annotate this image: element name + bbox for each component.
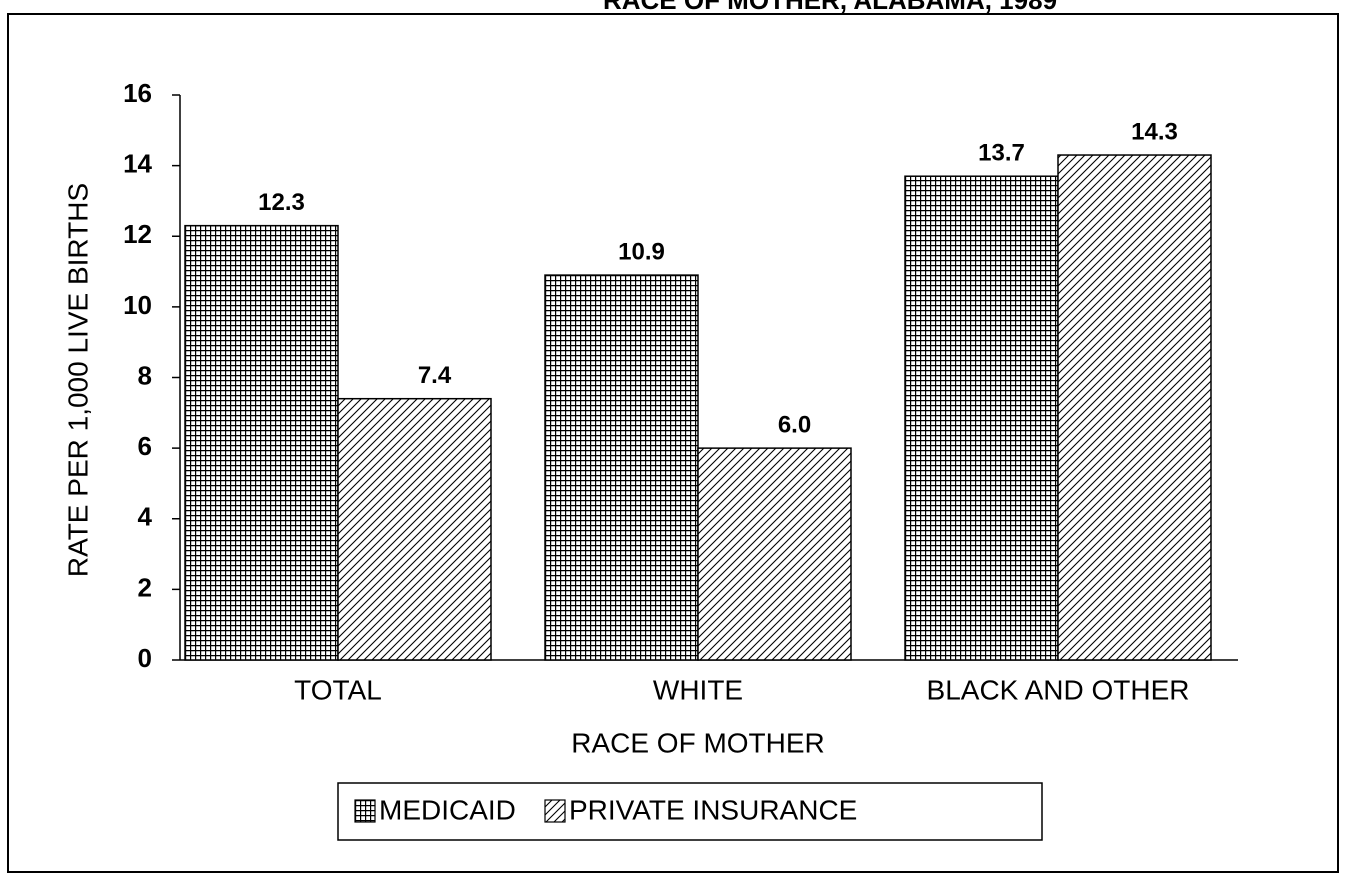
chart-title: RACE OF MOTHER, ALABAMA, 1989: [603, 0, 1057, 15]
x-tick-label: WHITE: [653, 674, 743, 705]
value-label: 7.4: [418, 362, 452, 389]
x-tick-label: TOTAL: [294, 674, 382, 705]
value-label: 14.3: [1131, 118, 1178, 145]
legend-box: [337, 782, 1043, 841]
y-tick-label: 2: [138, 572, 152, 602]
bar: [544, 274, 699, 661]
bar: [904, 175, 1059, 661]
bar: [1057, 154, 1212, 661]
value-label: 12.3: [258, 189, 305, 216]
y-tick-label: 12: [123, 219, 152, 249]
y-tick-label: 6: [138, 431, 152, 461]
frame: [7, 13, 1339, 873]
bar: [697, 447, 852, 661]
y-axis-label: RATE PER 1,000 LIVE BIRTHS: [62, 183, 93, 577]
legend-label: PRIVATE INSURANCE: [569, 794, 857, 825]
value-label: 6.0: [778, 411, 811, 438]
value-label: 13.7: [978, 140, 1025, 167]
legend-swatch: [354, 799, 376, 823]
y-tick-label: 16: [123, 78, 152, 108]
legend-swatch: [544, 799, 566, 823]
value-label: 10.9: [618, 238, 665, 265]
x-axis-label: RACE OF MOTHER: [571, 727, 825, 758]
y-tick-label: 0: [138, 643, 152, 673]
y-tick-label: 10: [123, 290, 152, 320]
y-tick-label: 8: [138, 360, 152, 390]
bar: [337, 397, 492, 661]
bar: [184, 224, 339, 661]
y-tick-label: 14: [123, 149, 152, 179]
x-tick-label: BLACK AND OTHER: [927, 674, 1190, 705]
legend-label: MEDICAID: [379, 794, 516, 825]
y-tick-label: 4: [138, 502, 153, 532]
